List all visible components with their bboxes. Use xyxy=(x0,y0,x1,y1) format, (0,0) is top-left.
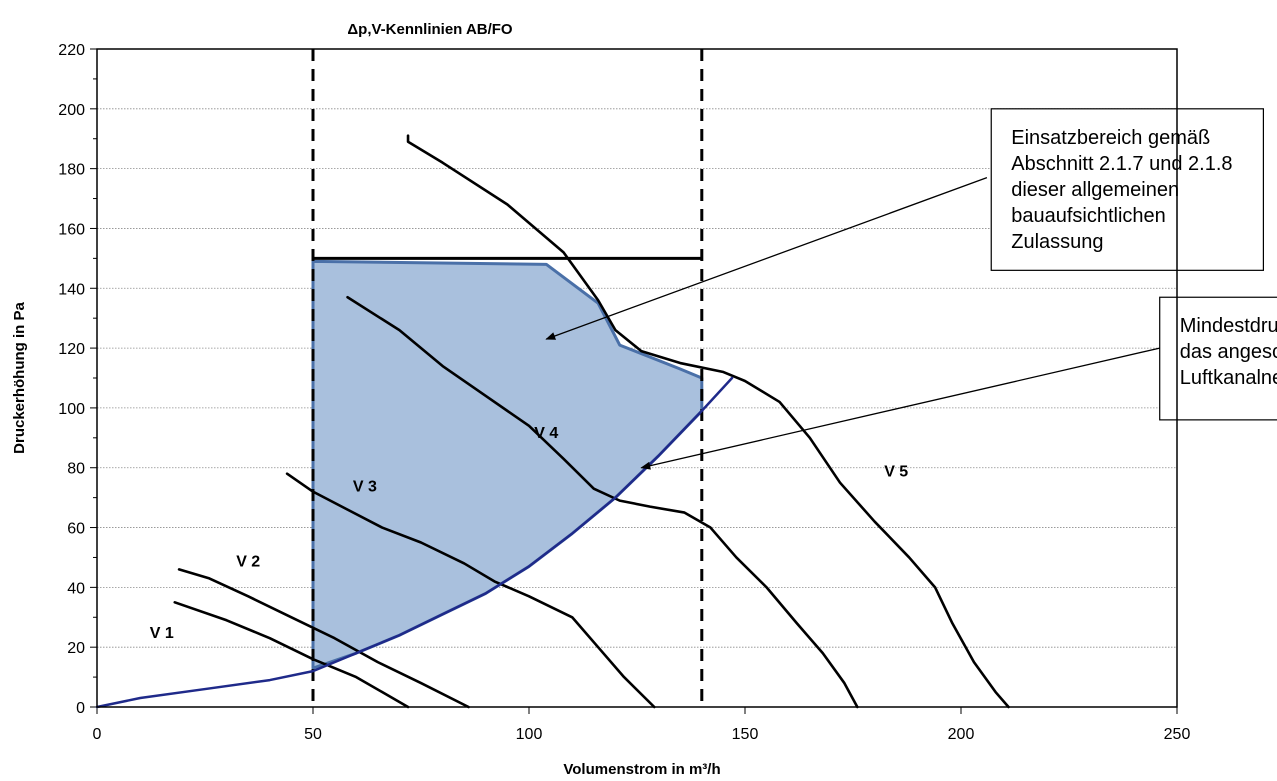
series-line xyxy=(177,568,470,709)
annotation-text: Zulassung xyxy=(1011,231,1103,253)
shaded-region-layer xyxy=(311,259,704,670)
curve-label: V 3 xyxy=(353,479,377,496)
annotation-text: dieser allgemeinen xyxy=(1011,179,1179,201)
y-tick-label: 200 xyxy=(58,102,85,119)
y-tick-label: 100 xyxy=(58,401,85,418)
series-line xyxy=(95,376,734,709)
plot-frame xyxy=(96,48,1178,708)
annotation-arrow xyxy=(640,347,1160,470)
y-axis-label: Druckerhöhung in Pa xyxy=(11,302,28,454)
y-tick-label: 80 xyxy=(67,461,85,478)
annotation-text: Abschnitt 2.1.7 und 2.1.8 xyxy=(1011,153,1232,175)
y-tick-label: 60 xyxy=(67,521,85,538)
reference-lines xyxy=(311,49,704,707)
curve-label: V 1 xyxy=(150,625,174,642)
series-line xyxy=(346,295,859,709)
x-tick-label: 0 xyxy=(93,726,102,743)
y-tick-label: 0 xyxy=(76,700,85,717)
annotation-text: Mindestdruckreserve für xyxy=(1180,315,1277,337)
curve-label: V 4 xyxy=(534,425,558,442)
x-tick-label: 200 xyxy=(948,726,975,743)
annotation-text: das angeschlossene xyxy=(1180,341,1277,363)
annotation-box xyxy=(1159,296,1277,421)
y-tick-label: 120 xyxy=(58,341,85,358)
annotations: Einsatzbereich gemäß Abschnitt 2.1.7 und … xyxy=(545,108,1277,470)
series-line xyxy=(406,134,1010,709)
annotation-text: Luftkanalnetz xyxy=(1180,367,1277,389)
y-tick-label: 40 xyxy=(67,580,85,597)
curve-labels: V 1 V 2 V 3 V 4 V 5 xyxy=(150,425,909,642)
x-tick-label: 250 xyxy=(1164,726,1191,743)
axis-ticks: 0 20 40 60 80 100 120 140 160 180 200 220 0 50 100 150 2… xyxy=(58,42,1190,743)
annotation-arrow xyxy=(545,176,988,340)
chart-title: Δp,V-Kennlinien AB/FO xyxy=(347,21,513,38)
x-axis-label: Volumenstrom in m³/h xyxy=(563,761,720,776)
y-tick-label: 220 xyxy=(58,42,85,59)
y-tick-label: 160 xyxy=(58,221,85,238)
y-tick-label: 140 xyxy=(58,281,85,298)
series-line xyxy=(285,472,656,709)
x-tick-label: 50 xyxy=(304,726,322,743)
annotation-box xyxy=(990,108,1264,271)
annotation-text: bauaufsichtlichen xyxy=(1011,205,1166,227)
curve-label: V 2 xyxy=(236,553,260,570)
einsatzbereich-region xyxy=(311,259,704,670)
annotation-text: Einsatzbereich gemäß xyxy=(1011,127,1210,149)
curve-label: V 5 xyxy=(884,464,908,481)
y-tick-label: 180 xyxy=(58,162,85,179)
y-tick-label: 20 xyxy=(67,640,85,657)
x-tick-label: 100 xyxy=(516,726,543,743)
series-line xyxy=(173,601,410,709)
x-tick-label: 150 xyxy=(732,726,759,743)
series-lines xyxy=(95,134,1010,709)
